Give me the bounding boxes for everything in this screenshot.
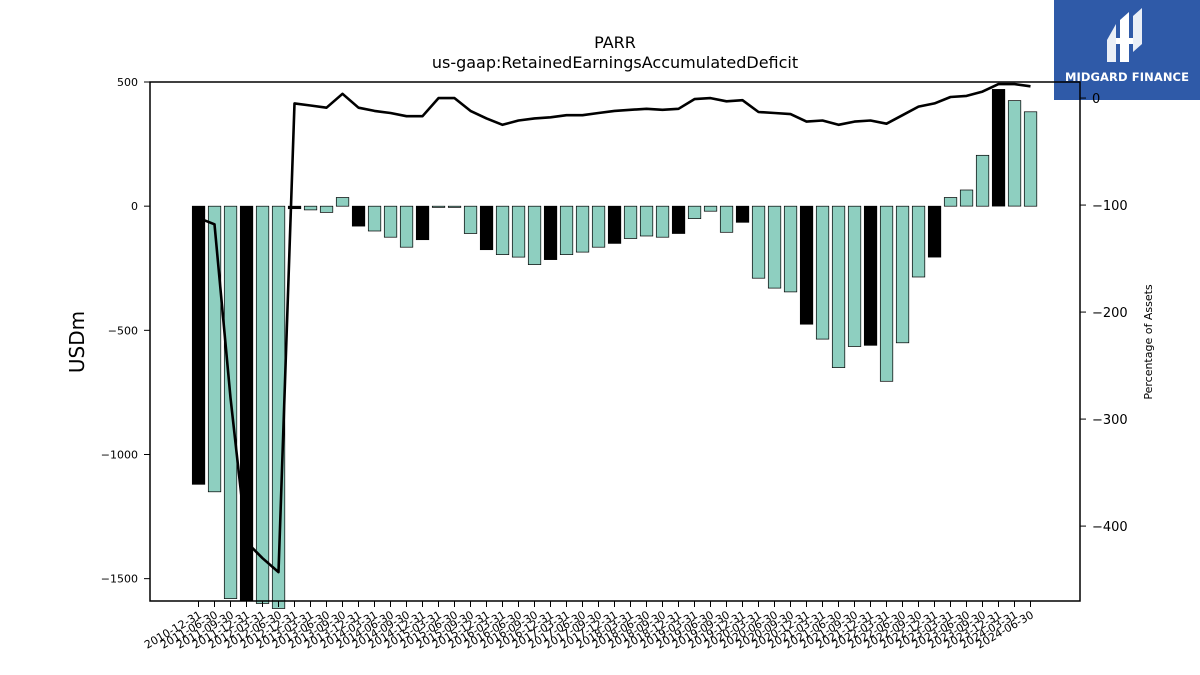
bar-2016-06-30 (527, 205, 542, 265)
bar-2018-12-31 (687, 205, 702, 219)
bar-2011-03-31 (207, 205, 222, 493)
bar-2012-12-31 (303, 205, 318, 211)
bar-2017-09-30 (607, 205, 622, 244)
bar-2021-09-30 (863, 205, 878, 346)
bar-2017-06-30 (591, 205, 606, 248)
bar-2016-12-31 (559, 205, 574, 255)
bar-2014-06-30 (399, 205, 414, 248)
y-tick-label: −1000 (101, 448, 138, 461)
bar-2020-03-31 (767, 205, 782, 289)
bar-2018-09-30 (671, 205, 686, 234)
bar-2021-06-30 (847, 205, 862, 347)
bar-2013-03-31 (319, 205, 334, 213)
bar-2015-09-30 (479, 205, 494, 251)
line-group (198, 82, 1031, 574)
bar-2019-12-31 (751, 205, 766, 279)
bar-2015-12-31 (495, 205, 510, 255)
bar-2014-09-30 (415, 205, 430, 241)
bar-2013-09-30 (351, 205, 366, 227)
bar-2020-06-30 (783, 205, 798, 293)
bar-2023-09-30 (991, 89, 1006, 207)
plot-frame (149, 81, 1081, 602)
bar-2016-09-30 (543, 205, 558, 260)
bar-2023-12-31 (1007, 100, 1022, 207)
bar-2013-06-30 (335, 197, 350, 207)
bar-2022-06-30 (911, 205, 926, 278)
y2-tick-label: −400 (1092, 520, 1128, 535)
bar-2020-09-30 (799, 205, 814, 325)
bar-2019-09-30 (735, 205, 750, 223)
bar-2024-03-31 (1023, 111, 1038, 207)
bar-2022-03-31 (895, 205, 910, 344)
y2-axis-label: Percentage of Assets (1142, 284, 1155, 400)
y-tick-label: 0 (131, 200, 138, 213)
y2-tick-label: −200 (1092, 306, 1128, 321)
bar-2023-03-31 (959, 189, 974, 207)
y2-tick-label: 0 (1092, 92, 1100, 107)
axes-group: 5000−500−1000−15000−100−200−300−4002010-… (101, 76, 1128, 652)
y-axis-label: USDm (65, 311, 89, 373)
chart-subtitle: us-gaap:RetainedEarningsAccumulatedDefic… (432, 53, 798, 72)
bar-2023-06-30 (975, 154, 990, 207)
bar-2022-12-31 (943, 197, 958, 207)
bar-2021-12-31 (879, 205, 894, 382)
bar-2018-06-30 (655, 205, 670, 238)
y-tick-label: −500 (108, 324, 138, 337)
chart-title: PARR (594, 33, 636, 52)
logo-text: MIDGARD FINANCE (1064, 70, 1190, 84)
bar-2014-12-31 (431, 205, 446, 208)
bar-2018-03-31 (639, 205, 654, 237)
bar-2022-09-30 (927, 205, 942, 258)
bar-2021-03-31 (831, 205, 846, 368)
bar-2017-12-31 (623, 205, 638, 239)
bar-2011-12-31 (255, 205, 270, 604)
bar-2015-06-30 (463, 205, 478, 234)
bar-2016-03-31 (511, 205, 526, 258)
series-line-percentage-of-assets (198, 82, 1031, 574)
y2-tick-label: −300 (1092, 413, 1128, 428)
midgard-logo-mark (1107, 8, 1142, 62)
midgard-finance-logo: MIDGARD FINANCE (1054, 0, 1200, 100)
bar-2019-03-31 (703, 205, 718, 212)
bar-2010-12-31 (191, 205, 206, 485)
bar-2020-12-31 (815, 205, 830, 340)
bar-2012-06-30 (287, 205, 302, 210)
bar-2015-03-31 (447, 205, 462, 208)
bar-2017-03-31 (575, 205, 590, 253)
bar-2019-06-30 (719, 205, 734, 233)
y-tick-label: −1500 (101, 573, 138, 586)
bars-group (191, 89, 1038, 609)
y2-tick-label: −100 (1092, 199, 1128, 214)
bar-2013-12-31 (367, 205, 382, 232)
y-tick-label: 500 (117, 76, 138, 89)
bar-2014-03-31 (383, 205, 398, 238)
